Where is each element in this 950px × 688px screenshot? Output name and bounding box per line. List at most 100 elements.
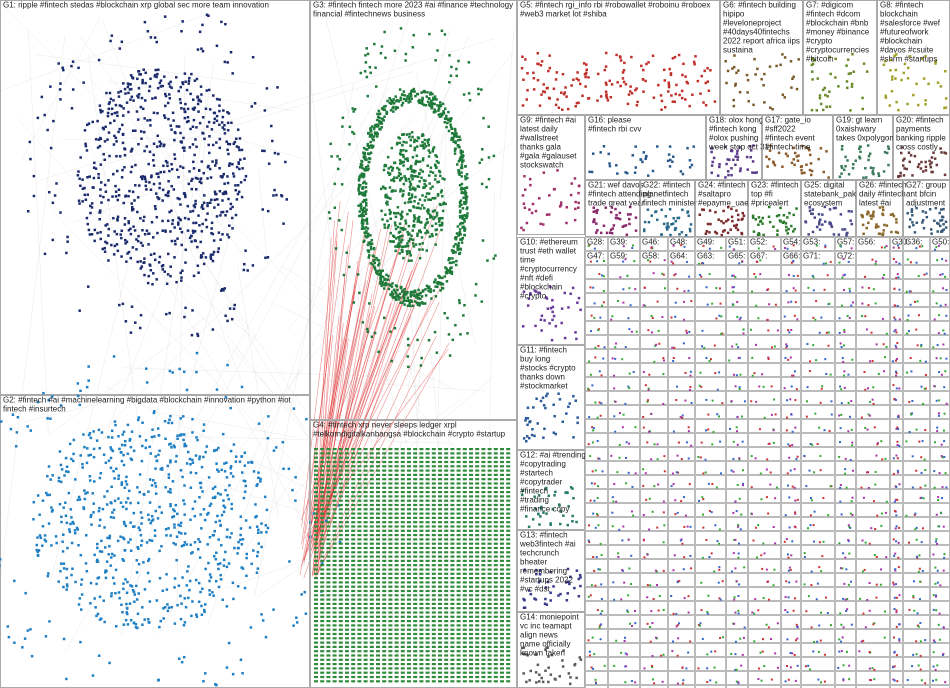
- node: [386, 155, 390, 159]
- node: [82, 81, 85, 84]
- node: [432, 289, 436, 292]
- node: [444, 585, 449, 588]
- node: [388, 538, 393, 541]
- node: [199, 85, 203, 88]
- node: [107, 179, 110, 182]
- node: [98, 506, 101, 510]
- node: [539, 63, 543, 67]
- node: [222, 499, 225, 502]
- node: [652, 96, 656, 99]
- node: [464, 177, 467, 181]
- node: [148, 600, 152, 603]
- node: [466, 206, 469, 209]
- node: [500, 658, 504, 661]
- node: [139, 511, 143, 514]
- node: [404, 299, 407, 302]
- node: [425, 620, 430, 623]
- node: [444, 534, 449, 537]
- node: [376, 594, 380, 597]
- node: [444, 499, 449, 502]
- node: [425, 221, 428, 225]
- node: [394, 512, 399, 515]
- node: [120, 481, 124, 484]
- node: [259, 480, 262, 483]
- node: [450, 628, 455, 631]
- edge: [323, 10, 420, 408]
- node: [493, 650, 498, 653]
- node: [400, 499, 405, 502]
- node: [462, 641, 467, 644]
- node: [351, 637, 356, 640]
- node: [487, 658, 492, 661]
- node: [326, 658, 331, 661]
- node: [456, 465, 461, 468]
- node: [481, 460, 486, 464]
- node: [149, 521, 152, 525]
- node: [444, 202, 447, 206]
- node: [629, 85, 632, 88]
- node: [367, 132, 370, 135]
- node: [117, 91, 120, 94]
- node: [357, 452, 362, 455]
- node: [493, 671, 498, 674]
- node: [242, 268, 246, 272]
- node: [370, 144, 373, 147]
- node: [376, 534, 380, 537]
- node: [99, 471, 103, 475]
- node: [357, 559, 362, 562]
- node: [456, 598, 461, 601]
- node: [429, 288, 432, 291]
- node: [394, 620, 399, 623]
- node: [169, 459, 172, 462]
- node: [369, 534, 374, 537]
- node: [420, 236, 424, 239]
- node: [395, 176, 399, 179]
- node: [382, 641, 387, 644]
- node: [400, 594, 405, 597]
- node: [135, 110, 139, 113]
- node: [198, 495, 201, 499]
- edge: [312, 315, 340, 546]
- node: [389, 231, 392, 235]
- node: [462, 658, 467, 661]
- node: [320, 564, 325, 567]
- node: [367, 250, 370, 254]
- node: [357, 654, 362, 657]
- node: [16, 415, 20, 419]
- node: [338, 512, 343, 515]
- node: [363, 568, 368, 571]
- node: [81, 200, 84, 203]
- node: [450, 538, 455, 541]
- node: [338, 456, 343, 459]
- node: [438, 512, 442, 515]
- node: [338, 559, 343, 562]
- node: [250, 562, 253, 566]
- node: [413, 188, 417, 192]
- node: [266, 209, 270, 213]
- node: [449, 125, 453, 129]
- node: [198, 540, 202, 544]
- node: [121, 536, 125, 539]
- node: [351, 473, 356, 476]
- node: [382, 491, 387, 494]
- node: [481, 486, 486, 489]
- node: [61, 540, 64, 543]
- node: [388, 516, 393, 519]
- node: [457, 171, 461, 175]
- node: [419, 465, 424, 468]
- node: [413, 680, 418, 683]
- node: [373, 124, 377, 127]
- edge: [313, 397, 390, 540]
- node: [418, 293, 421, 297]
- node: [332, 628, 337, 631]
- node: [400, 460, 405, 464]
- node: [113, 230, 116, 233]
- node: [220, 20, 223, 24]
- node: [481, 508, 486, 511]
- node: [456, 525, 461, 528]
- node: [363, 478, 368, 481]
- node: [219, 238, 222, 241]
- node: [861, 107, 864, 111]
- node: [450, 585, 455, 588]
- node: [177, 216, 180, 220]
